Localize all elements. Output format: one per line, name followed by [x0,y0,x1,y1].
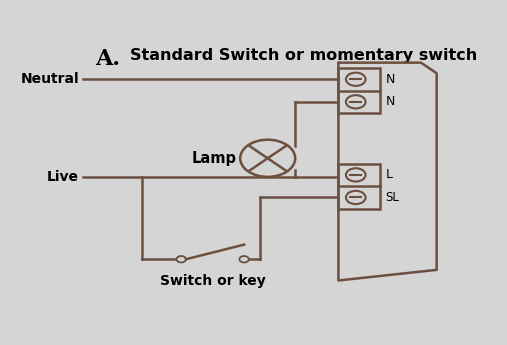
Circle shape [176,256,186,263]
Text: Standard Switch or momentary switch: Standard Switch or momentary switch [130,48,478,63]
Text: A.: A. [95,48,120,70]
Text: L: L [386,168,392,181]
Text: SL: SL [386,191,400,204]
Text: N: N [386,95,395,108]
Text: N: N [386,73,395,86]
Bar [339,68,380,113]
Text: Lamp: Lamp [191,151,236,166]
Bar [339,164,380,209]
Circle shape [239,256,249,263]
Text: Switch or key: Switch or key [160,274,266,288]
Text: Live: Live [47,170,79,184]
Text: Neutral: Neutral [20,72,79,86]
